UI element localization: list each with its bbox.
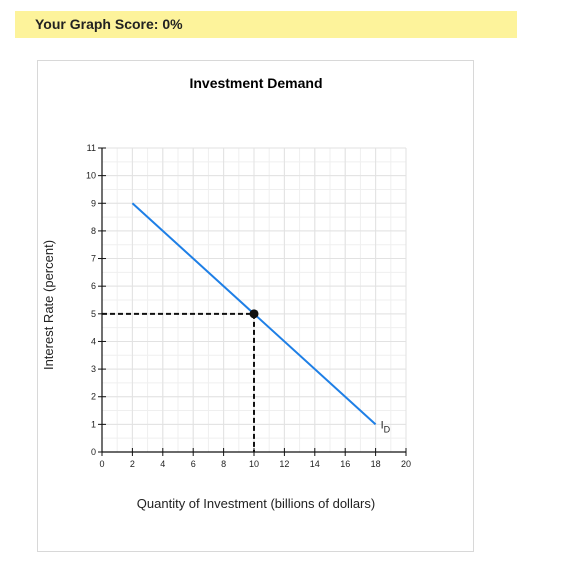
y-tick-label: 8: [91, 226, 96, 236]
chart-title: Investment Demand: [189, 75, 322, 91]
x-tick-label: 0: [99, 459, 104, 469]
score-banner: Your Graph Score: 0%: [15, 11, 517, 38]
y-axis-label: Interest Rate (percent): [41, 240, 56, 370]
y-tick-label: 3: [91, 364, 96, 374]
y-tick-label: 5: [91, 309, 96, 319]
grid: [101, 147, 407, 453]
y-tick-label: 6: [91, 281, 96, 291]
x-ticks: 0 2 4 6 8 10 12 14 16 18 20: [99, 448, 411, 469]
y-tick-label: 2: [91, 392, 96, 402]
y-ticks: 0 1 2 3 4 5 6 7 8 9 10 11: [86, 143, 106, 457]
series-layer[interactable]: ID: [131, 202, 391, 434]
y-tick-label: 4: [91, 336, 96, 346]
score-label: Your Graph Score: 0%: [35, 16, 183, 32]
x-tick-label: 8: [221, 459, 226, 469]
x-tick-label: 4: [160, 459, 165, 469]
x-tick-label: 20: [401, 459, 411, 469]
y-tick-label: 10: [86, 171, 96, 181]
y-tick-label: 1: [91, 419, 96, 429]
x-tick-label: 6: [191, 459, 196, 469]
x-tick-label: 2: [130, 459, 135, 469]
y-tick-label: 11: [87, 143, 96, 153]
x-tick-label: 16: [340, 459, 350, 469]
x-tick-label: 12: [279, 459, 289, 469]
x-tick-label: 10: [249, 459, 259, 469]
x-tick-label: 14: [310, 459, 320, 469]
y-tick-label: 9: [91, 198, 96, 208]
x-tick-label: 18: [371, 459, 381, 469]
series-label-main: I: [381, 419, 384, 431]
series-label: ID: [381, 419, 391, 434]
guide-lines: [102, 312, 255, 452]
series-label-sub: D: [384, 424, 391, 434]
graph-panel: [37, 60, 474, 552]
y-tick-label: 7: [91, 254, 96, 264]
equilibrium-point: [249, 309, 259, 319]
y-tick-label: 0: [91, 447, 96, 457]
x-axis-label: Quantity of Investment (billions of doll…: [137, 496, 375, 511]
